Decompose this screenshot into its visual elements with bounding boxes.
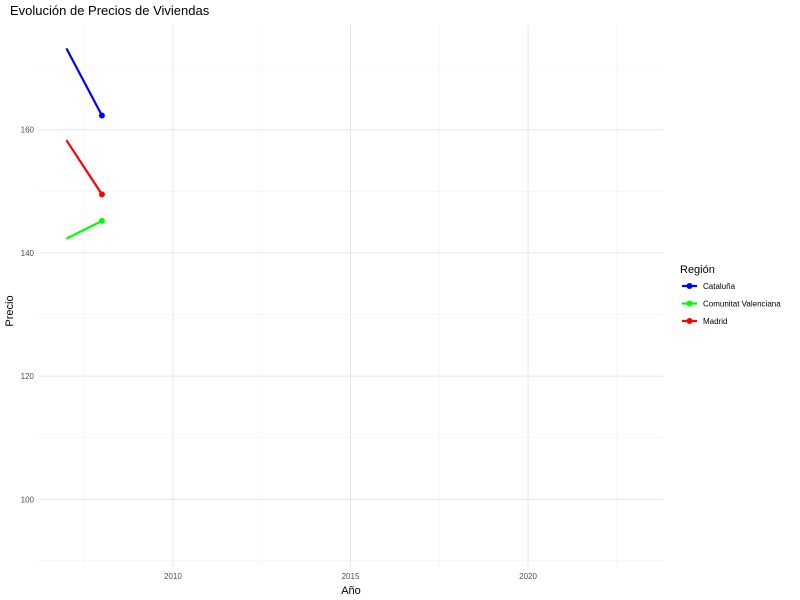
y-tick-label: 140 bbox=[21, 249, 35, 258]
x-axis-ticks: 2010 2015 2020 bbox=[164, 572, 537, 581]
chart-title: Evolución de Precios de Viviendas bbox=[10, 3, 210, 18]
series-line bbox=[65, 219, 103, 240]
series-line bbox=[65, 139, 103, 195]
x-tick-label: 2015 bbox=[342, 572, 360, 581]
grid-major bbox=[38, 25, 663, 567]
data-point bbox=[98, 191, 105, 198]
y-axis-ticks: 100 120 140 160 bbox=[21, 126, 35, 505]
legend-key-point bbox=[686, 283, 693, 289]
series-layer bbox=[65, 47, 105, 240]
legend-label: Comunitat Valenciana bbox=[703, 300, 781, 309]
legend-key-point bbox=[686, 318, 693, 324]
data-point bbox=[98, 217, 105, 224]
legend-key-point bbox=[686, 300, 693, 307]
y-tick-label: 120 bbox=[21, 372, 35, 381]
x-tick-label: 2010 bbox=[164, 572, 182, 581]
y-axis-title: Precio bbox=[4, 295, 16, 326]
x-axis-title: Año bbox=[341, 585, 361, 597]
y-tick-label: 160 bbox=[21, 126, 35, 135]
series-line bbox=[65, 47, 103, 117]
data-point bbox=[98, 112, 105, 119]
legend-label: Madrid bbox=[703, 317, 727, 326]
y-tick-label: 100 bbox=[21, 495, 35, 504]
legend: Región Cataluña Comunitat Valenciana Madri… bbox=[680, 264, 781, 326]
x-tick-label: 2020 bbox=[519, 572, 537, 581]
legend-label: Cataluña bbox=[703, 282, 736, 291]
legend-title: Región bbox=[680, 264, 715, 276]
